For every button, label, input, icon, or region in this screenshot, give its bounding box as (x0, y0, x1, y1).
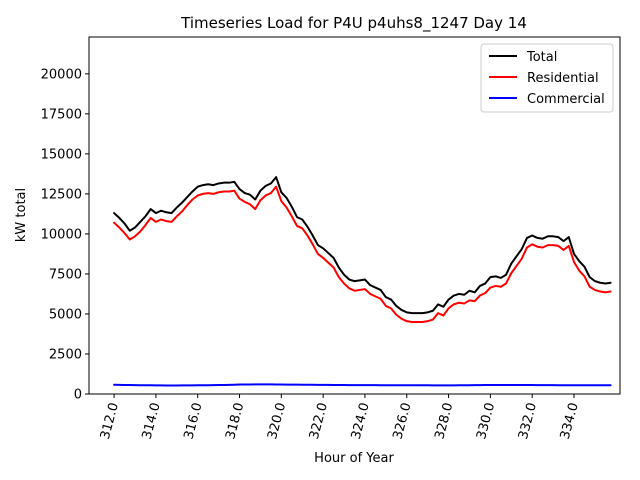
y-tick-label: 15000 (41, 147, 82, 162)
y-tick-label: 17500 (41, 107, 82, 122)
legend-label-total: Total (526, 50, 557, 65)
series-line-residential (113, 185, 612, 323)
plot-area (113, 176, 612, 387)
plot-frame (88, 36, 621, 395)
y-axis: 0 2500 5000 7500 10000 12500 15000 17500 20000 (41, 67, 89, 403)
chart-title: Timeseries Load for P4U p4uhs8_1247 Day … (180, 14, 527, 33)
y-tick-label: 10000 (41, 227, 82, 242)
y-tick-label: 2500 (49, 347, 82, 362)
y-tick-label: 7500 (49, 267, 82, 282)
y-tick-label: 0 (74, 388, 82, 403)
series-line-total (113, 176, 612, 315)
y-tick-label: 20000 (41, 67, 82, 82)
series-line-commercial (113, 383, 612, 387)
legend-label-commercial: Commercial (527, 92, 605, 107)
y-axis-label: kW total (14, 188, 29, 242)
legend-label-residential: Residential (527, 71, 599, 86)
legend: Total Residential Commercial (480, 43, 614, 113)
x-axis-label: Hour of Year (314, 451, 394, 466)
legend-box (480, 43, 614, 113)
y-tick-label: 5000 (49, 307, 82, 322)
y-tick-label: 12500 (41, 187, 82, 202)
